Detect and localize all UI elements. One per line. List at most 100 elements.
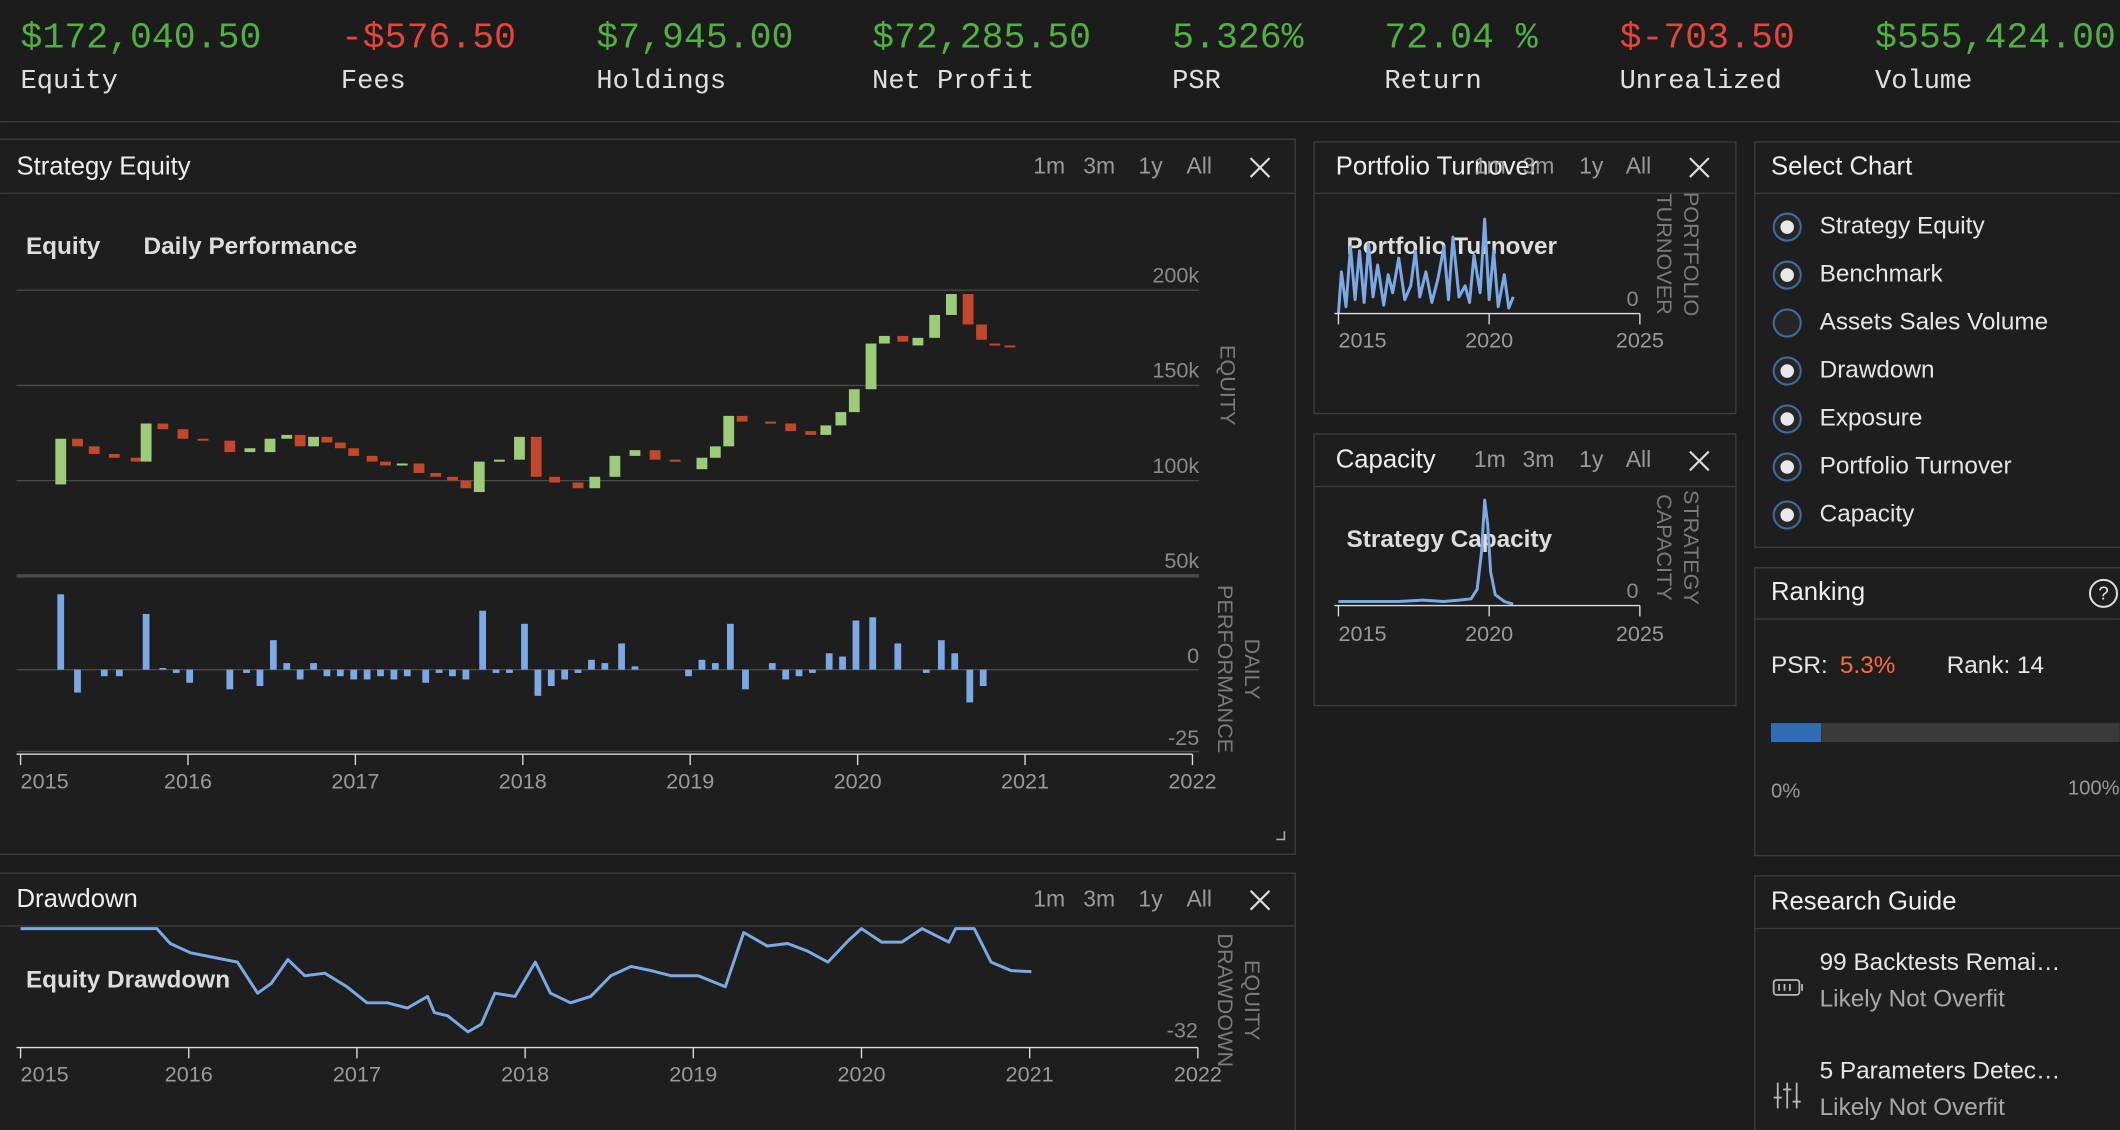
y-tick-label: 0 <box>1626 578 1638 603</box>
candle <box>848 389 860 413</box>
radio-dot[interactable] <box>1780 412 1794 426</box>
stat-label: Fees <box>341 66 406 97</box>
range-button[interactable]: All <box>1186 885 1212 911</box>
chart-option[interactable]: Portfolio Turnover <box>1820 452 2012 479</box>
chart-option[interactable]: Benchmark <box>1820 260 1944 287</box>
candle <box>962 294 974 325</box>
performance-bar <box>323 669 331 677</box>
x-tick-label: 2020 <box>837 1062 885 1087</box>
x-tick-label: 2018 <box>501 1062 549 1087</box>
range-button[interactable]: 1m <box>1474 153 1506 179</box>
radio-dot[interactable] <box>1780 508 1794 522</box>
candle <box>88 446 100 454</box>
performance-bar <box>479 610 487 670</box>
x-tick-label: 2019 <box>669 1062 717 1087</box>
chart-option[interactable]: Strategy Equity <box>1820 213 1986 240</box>
close-button[interactable] <box>1689 157 1710 178</box>
candle <box>912 337 924 346</box>
candle <box>945 294 957 315</box>
stat-value: $72,285.50 <box>872 17 1091 58</box>
resize-handle[interactable] <box>1276 831 1286 841</box>
candle <box>224 440 236 453</box>
candle <box>72 438 83 447</box>
x-tick-label: 2016 <box>165 1062 213 1087</box>
range-button[interactable]: 3m <box>1083 885 1115 911</box>
candle <box>460 480 472 489</box>
close-button[interactable] <box>1249 157 1271 178</box>
x-tick-label: 2022 <box>1168 768 1216 793</box>
panel-title: Capacity <box>1336 446 1436 474</box>
help-icon[interactable] <box>2088 578 2119 608</box>
performance-bar <box>839 656 846 670</box>
range-button[interactable]: 3m <box>1083 153 1115 179</box>
x-tick-label: 2015 <box>1338 621 1386 646</box>
close-button[interactable] <box>1249 889 1271 911</box>
close-button[interactable] <box>1689 450 1710 472</box>
candle <box>530 436 542 477</box>
guide-title[interactable]: 99 Backtests Remai… <box>1820 949 2061 976</box>
x-tick-label: 2020 <box>834 768 882 793</box>
performance-bar <box>336 669 344 677</box>
radio-dot[interactable] <box>1780 220 1794 234</box>
candle <box>264 438 276 453</box>
candle <box>321 436 333 443</box>
candle <box>334 442 346 449</box>
guide-title[interactable]: 5 Parameters Detec… <box>1820 1057 2061 1084</box>
range-button[interactable]: All <box>1626 446 1652 472</box>
chart-option[interactable]: Assets Sales Volume <box>1820 308 2049 335</box>
range-button[interactable]: 3m <box>1523 446 1555 472</box>
range-button[interactable]: 1y <box>1138 153 1163 179</box>
axis-title: DRAWDOWN <box>1213 933 1238 1067</box>
radio-dot[interactable] <box>1780 364 1794 378</box>
candle <box>785 423 797 432</box>
chart-option[interactable]: Capacity <box>1820 500 1915 527</box>
research-guide-panel <box>1754 875 2120 1130</box>
performance-bar <box>172 669 180 673</box>
x-tick-label: 2022 <box>1174 1062 1222 1087</box>
range-button[interactable]: 1m <box>1474 446 1506 472</box>
chart-option[interactable]: Exposure <box>1820 404 1923 431</box>
chart-option[interactable]: Drawdown <box>1820 356 1935 383</box>
performance-bar <box>937 640 945 670</box>
candle <box>366 455 378 462</box>
range-button[interactable]: 1y <box>1579 446 1604 472</box>
strategy-equity-panel <box>0 138 1296 855</box>
x-tick-label: 2017 <box>331 768 379 793</box>
psr-label: PSR: <box>1771 652 1828 679</box>
rank-track <box>1770 723 2120 743</box>
range-button[interactable]: 1m <box>1033 153 1065 179</box>
performance-bar <box>547 669 555 687</box>
performance-bar <box>521 623 528 670</box>
performance-bar <box>269 640 277 670</box>
axis-title: TURNOVER <box>1652 193 1677 314</box>
range-button[interactable]: 1y <box>1579 153 1604 179</box>
axis-title: PERFORMANCE <box>1213 585 1238 753</box>
candle <box>835 412 847 426</box>
range-button[interactable]: 1y <box>1138 885 1163 911</box>
performance-bar <box>435 669 443 673</box>
performance-bar <box>377 669 384 677</box>
capacity-panel <box>1313 433 1737 707</box>
candle <box>589 476 601 489</box>
performance-bar <box>727 623 734 670</box>
range-button[interactable]: 1m <box>1033 885 1065 911</box>
performance-bar <box>618 643 625 670</box>
stat-label: Return <box>1384 66 1481 97</box>
radio-button[interactable] <box>1772 308 1802 338</box>
stat-label: Unrealized <box>1620 66 1782 97</box>
candle <box>879 335 890 344</box>
range-button[interactable]: 3m <box>1523 153 1555 179</box>
candle <box>696 457 708 470</box>
candle <box>669 459 681 462</box>
performance-bar <box>742 669 749 690</box>
x-tick-label: 2021 <box>1006 1062 1054 1087</box>
axis-title: EQUITY <box>1216 345 1241 425</box>
range-button[interactable]: All <box>1186 153 1212 179</box>
candle <box>929 314 941 338</box>
stat-label: Volume <box>1875 66 1972 97</box>
range-button[interactable]: All <box>1626 153 1652 179</box>
radio-dot[interactable] <box>1780 268 1794 282</box>
radio-dot[interactable] <box>1780 460 1794 474</box>
help-icon-text[interactable]: ? <box>2098 584 2109 605</box>
y-tick-label: 0 <box>1626 286 1638 311</box>
